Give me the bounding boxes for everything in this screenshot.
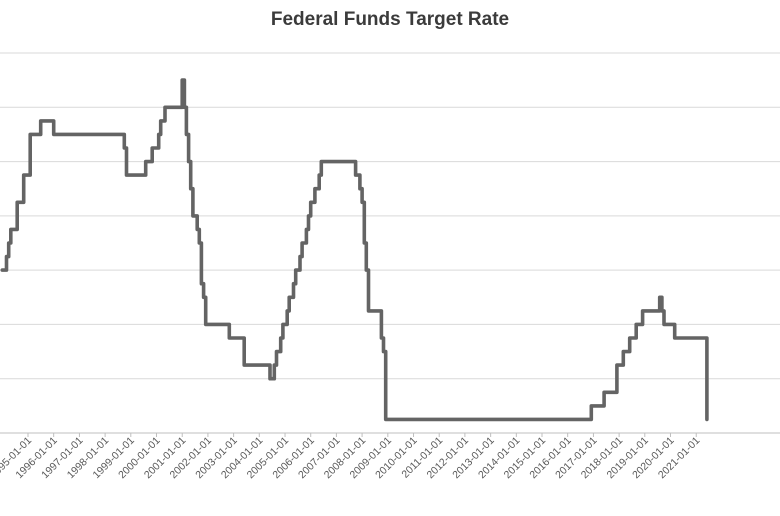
gridlines: [0, 52, 780, 380]
x-axis: [0, 432, 780, 437]
x-tick-labels: 1995-01-011996-01-011997-01-011998-01-01…: [0, 435, 702, 482]
series-layer: [0, 78, 709, 422]
chart-title: Federal Funds Target Rate: [270, 9, 510, 30]
rate-series-line: [0, 78, 709, 422]
